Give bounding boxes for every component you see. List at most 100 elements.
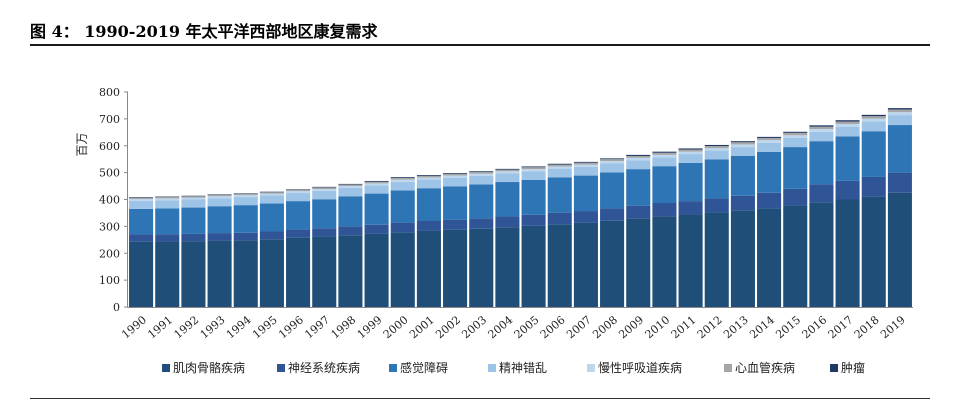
bar-segment [521, 179, 546, 215]
bar-segment [259, 231, 284, 240]
bar-segment [129, 241, 154, 307]
bar-segment [129, 197, 154, 199]
y-tick-label: 700 [99, 113, 120, 126]
bar-segment [757, 140, 782, 143]
bar-segment [652, 166, 677, 203]
bar-segment [626, 218, 651, 307]
bar-segment [521, 169, 546, 172]
bar-segment [416, 230, 441, 307]
legend-label: 感觉障碍 [400, 360, 448, 375]
bar-segment [887, 109, 912, 113]
bar-segment [835, 121, 860, 124]
bar-segment [469, 218, 494, 229]
bar-segment [416, 177, 441, 180]
bar-segment [573, 161, 598, 163]
bar-segment [757, 137, 782, 141]
legend-swatch [830, 364, 838, 372]
title-underline [30, 44, 930, 46]
x-tick-label: 2011 [669, 313, 699, 341]
bar-segment [887, 172, 912, 193]
bar-segment [730, 210, 755, 307]
bar-segment [730, 155, 755, 196]
bar-segment [286, 189, 311, 190]
bar-segment [678, 214, 703, 307]
bar-segment [573, 164, 598, 167]
bar-segment [469, 173, 494, 176]
bar-segment [181, 197, 206, 200]
legend-swatch [162, 364, 170, 372]
bar-segment [181, 196, 206, 198]
bar-segment [390, 177, 415, 178]
bar-segment [704, 159, 729, 199]
bar-segment [573, 211, 598, 223]
bar-segment [573, 166, 598, 176]
bar-segment [521, 166, 546, 168]
bar-segment [233, 193, 258, 194]
x-tick-label: 2008 [590, 313, 620, 341]
bar-segment [443, 229, 468, 307]
y-tick-label: 300 [99, 220, 120, 233]
bar-segment [678, 149, 703, 152]
x-tick-label: 1990 [119, 313, 149, 341]
bar-segment [443, 173, 468, 174]
bar-segment [312, 189, 337, 191]
bar-segment [704, 144, 729, 147]
bar-segment [495, 171, 520, 174]
bar-segment [312, 190, 337, 200]
bar-segment [600, 208, 625, 221]
bar-segment [390, 178, 415, 180]
x-tick-label: 1995 [250, 313, 280, 341]
bar-segment [783, 205, 808, 307]
bar-segment [573, 175, 598, 212]
bar-segment [416, 175, 441, 176]
bar-segment [704, 148, 729, 151]
bar-segment [155, 197, 180, 199]
bar-segment [259, 203, 284, 232]
bar-segment [652, 202, 677, 217]
x-tick-label: 1998 [329, 313, 359, 341]
bar-segment [207, 194, 232, 195]
bar-segment [835, 180, 860, 200]
x-tick-label: 1994 [224, 313, 254, 341]
bar-segment [495, 227, 520, 307]
bar-segment [573, 162, 598, 165]
bar-segment [207, 206, 232, 234]
x-tick-label: 1992 [172, 313, 202, 341]
bar-segment [757, 142, 782, 152]
bar-segment [469, 175, 494, 185]
bar-segment [495, 182, 520, 217]
bar-segment [652, 216, 677, 307]
bar-segment [312, 236, 337, 307]
x-tick-label: 2006 [538, 313, 568, 341]
bar-segment [155, 198, 180, 201]
bar-segment [626, 169, 651, 206]
legend-label: 心血管疾病 [735, 360, 795, 375]
bar-segment [286, 201, 311, 230]
bar-segment [443, 173, 468, 176]
bar-segment [416, 188, 441, 221]
bar-segment [626, 205, 651, 219]
bar-segment [521, 167, 546, 170]
bar-segment [547, 177, 572, 213]
bar-segment [312, 228, 337, 237]
bar-segment [129, 197, 154, 198]
bar-segment [626, 160, 651, 170]
legend-label: 肿瘤 [841, 360, 865, 375]
bar-segment [338, 184, 363, 187]
bar-segment [730, 195, 755, 211]
bar-segment [259, 191, 284, 193]
bar-segment [600, 220, 625, 307]
legend-swatch [587, 364, 595, 372]
bar-segment [835, 123, 860, 127]
bar-segment [600, 172, 625, 209]
bar-segment [887, 125, 912, 173]
bar-segment [547, 163, 572, 165]
bar-segment [390, 222, 415, 233]
bar-segment [155, 234, 180, 242]
bar-segment [547, 164, 572, 167]
y-tick-label: 0 [113, 301, 120, 314]
bar-segment [730, 144, 755, 148]
bar-segment [312, 187, 337, 190]
legend-label: 精神错乱 [499, 361, 547, 375]
x-tick-label: 2001 [407, 313, 437, 341]
